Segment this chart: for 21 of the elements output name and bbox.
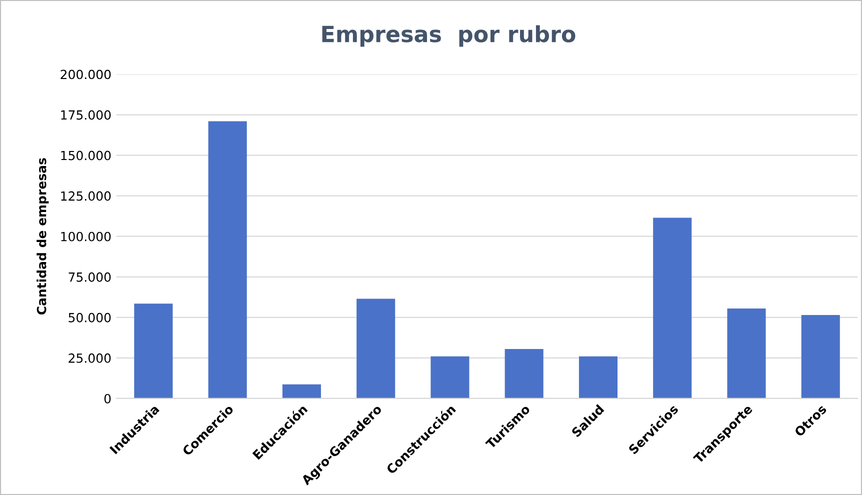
bar — [356, 298, 396, 398]
y-tick-label: 100.000 — [61, 232, 111, 242]
bar — [653, 218, 692, 398]
chart-title: Empresas por rubro — [322, 25, 576, 47]
bar — [282, 384, 321, 398]
y-axis-title: Cantidad de empresas — [36, 158, 49, 315]
bar — [208, 121, 247, 398]
y-tick-label: 75.000 — [68, 272, 111, 282]
bar — [134, 304, 173, 398]
y-tick-label: 200.000 — [60, 70, 111, 80]
bar — [578, 356, 618, 398]
y-tick-label: 50.000 — [68, 312, 111, 322]
y-tick-label: 0 — [104, 394, 111, 404]
bar — [727, 308, 766, 398]
bar — [430, 356, 470, 398]
y-tick-label: 175.000 — [61, 110, 111, 120]
bar — [504, 349, 544, 398]
y-tick-label: 150.000 — [61, 150, 111, 160]
y-tick-label: 125.000 — [61, 191, 111, 201]
bar — [801, 314, 840, 398]
y-tick-label: 25.000 — [68, 353, 111, 363]
